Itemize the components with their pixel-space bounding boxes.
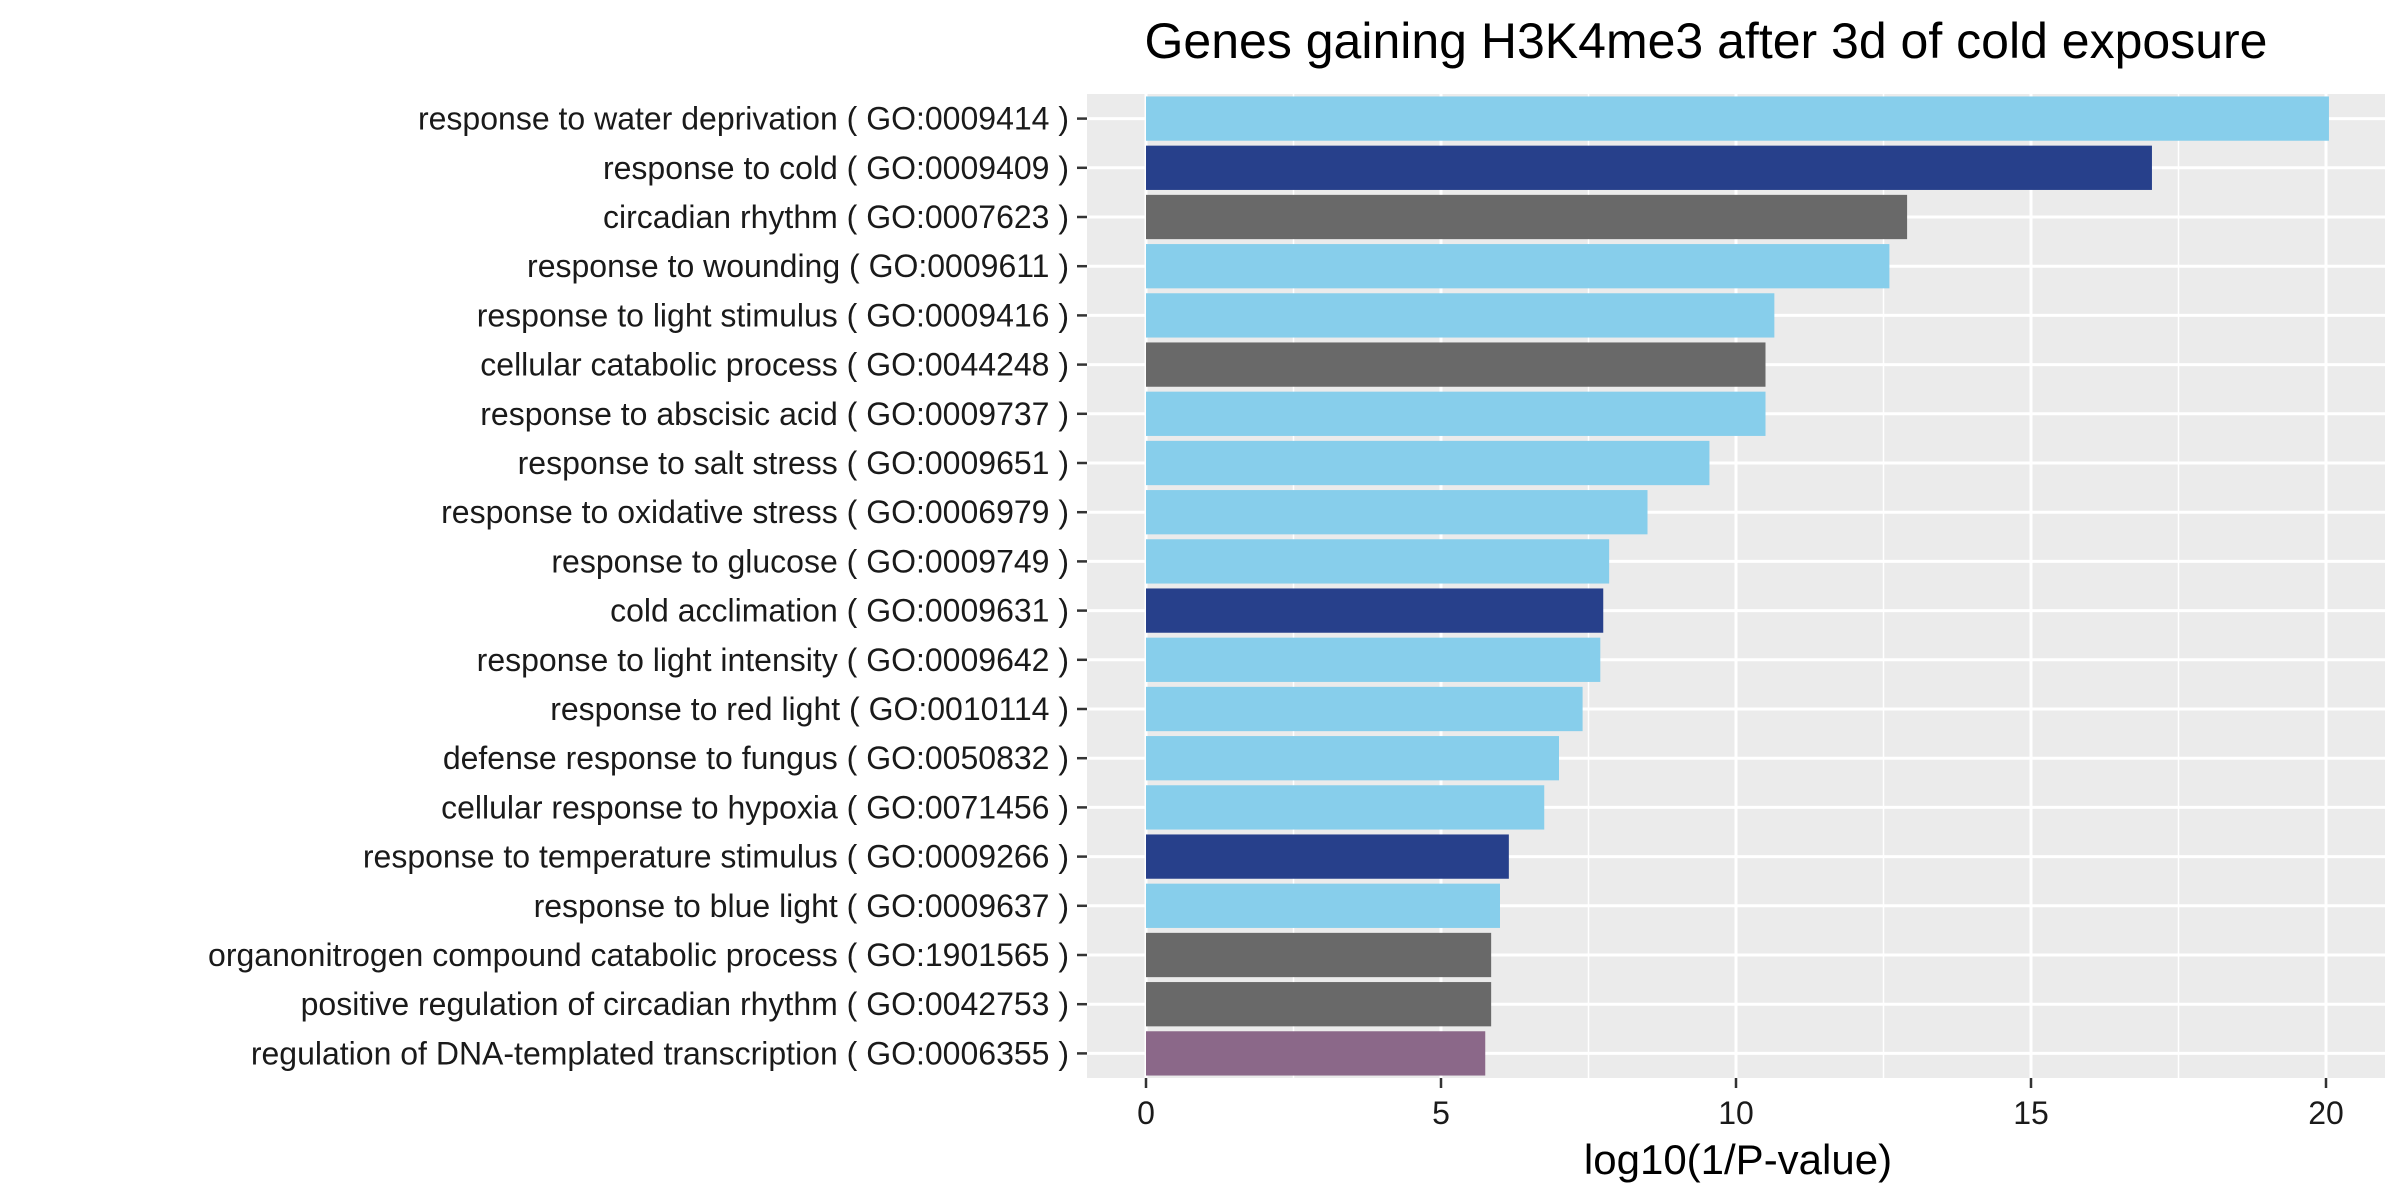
x-tick-label: 20 [2308,1095,2344,1131]
bar [1146,982,1492,1027]
y-tick-label: cold acclimation ( GO:0009631 ) [610,593,1069,629]
y-axis: response to water deprivation ( GO:00094… [208,101,1087,1071]
bar [1146,342,1766,387]
bar [1146,834,1509,879]
y-tick-label: positive regulation of circadian rhythm … [301,986,1069,1022]
bar [1146,539,1610,584]
y-tick-label: response to glucose ( GO:0009749 ) [551,543,1069,579]
y-tick-label: regulation of DNA-templated transcriptio… [251,1035,1069,1071]
bar [1146,1031,1486,1076]
bars [1146,96,2329,1076]
y-tick-label: cellular catabolic process ( GO:0044248 … [480,347,1069,383]
bar [1146,440,1710,486]
y-tick-label: response to blue light ( GO:0009637 ) [534,888,1069,924]
x-axis: 0 5 10 15 20 [1137,1078,2344,1131]
bar [1146,145,2152,190]
y-tick-label: circadian rhythm ( GO:0007623 ) [603,199,1069,235]
x-tick-label: 5 [1432,1095,1450,1131]
bar [1146,932,1492,978]
bar [1146,194,1908,240]
x-axis-title: log10(1/P-value) [1584,1136,1892,1183]
y-tick-label: response to water deprivation ( GO:00094… [418,101,1069,137]
bar [1146,293,1775,338]
bar [1146,785,1545,830]
bar [1146,883,1500,928]
bar [1146,391,1766,436]
y-tick-label: response to temperature stimulus ( GO:00… [363,839,1069,875]
y-tick-label: response to cold ( GO:0009409 ) [603,150,1069,186]
bar [1146,736,1559,781]
y-tick-label: cellular response to hypoxia ( GO:007145… [441,789,1069,825]
y-tick-label: response to wounding ( GO:0009611 ) [527,248,1069,284]
bar [1146,637,1601,682]
y-tick-label: organonitrogen compound catabolic proces… [208,937,1069,973]
x-tick-label: 10 [1718,1095,1754,1131]
bar [1146,686,1583,732]
y-tick-label: response to light intensity ( GO:0009642… [477,642,1069,678]
chart-title: Genes gaining H3K4me3 after 3d of cold e… [1145,13,2268,69]
bar [1146,96,2329,141]
x-tick-label: 0 [1137,1095,1155,1131]
bar [1146,588,1604,633]
bar [1146,490,1648,535]
y-tick-label: response to light stimulus ( GO:0009416 … [477,297,1069,333]
y-tick-label: response to oxidative stress ( GO:000697… [441,494,1069,530]
y-tick-label: response to abscisic acid ( GO:0009737 ) [480,396,1069,432]
bar [1146,244,1890,289]
x-tick-label: 15 [2013,1095,2049,1131]
y-tick-label: response to red light ( GO:0010114 ) [550,691,1069,727]
y-tick-label: defense response to fungus ( GO:0050832 … [443,740,1069,776]
y-tick-label: response to salt stress ( GO:0009651 ) [518,445,1069,481]
